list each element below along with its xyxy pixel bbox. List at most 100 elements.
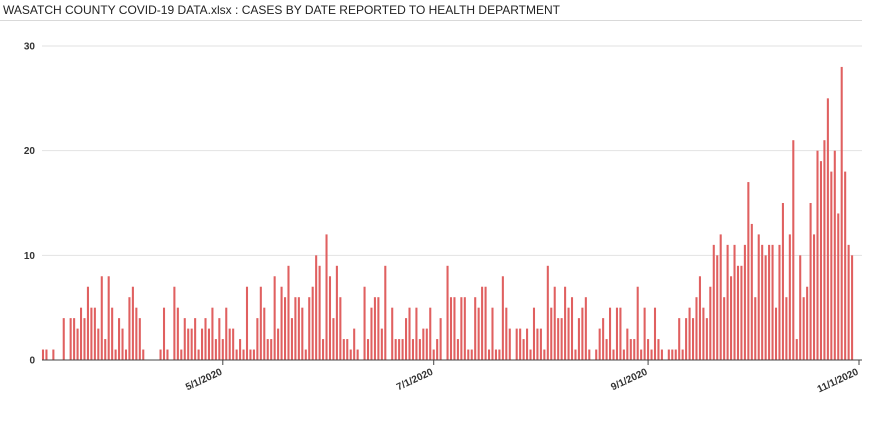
bar (574, 349, 577, 360)
bar (692, 318, 695, 360)
bar (52, 349, 55, 360)
bar (405, 318, 408, 360)
bar (83, 318, 86, 360)
bar (266, 339, 269, 360)
bar (453, 297, 456, 360)
bar (176, 307, 179, 360)
bar (837, 213, 840, 360)
bar (536, 328, 539, 360)
bar (439, 318, 442, 360)
bar (377, 297, 380, 360)
bar (785, 297, 788, 360)
bar (633, 339, 636, 360)
header-divider (0, 20, 862, 21)
bar (757, 234, 760, 360)
bar (643, 307, 646, 360)
y-tick-label: 20 (24, 146, 36, 157)
bar (415, 307, 418, 360)
bar (712, 244, 715, 360)
bar (128, 297, 131, 360)
bar (356, 349, 359, 360)
bar (570, 297, 574, 360)
bar (688, 307, 691, 360)
bar (605, 339, 608, 360)
bar (833, 150, 836, 360)
bar (640, 349, 643, 360)
bar (564, 286, 567, 360)
bar (467, 349, 470, 360)
bar (41, 349, 45, 360)
bar (577, 318, 580, 360)
bar (463, 297, 466, 360)
bar (622, 349, 625, 360)
bar (730, 276, 733, 360)
bar (529, 349, 532, 360)
bar (287, 265, 290, 360)
bar (370, 307, 373, 360)
bar (211, 307, 214, 360)
bar (97, 328, 100, 360)
bars (41, 66, 854, 361)
y-tick-label: 30 (24, 42, 36, 53)
bar (398, 339, 401, 360)
bar (678, 318, 681, 360)
bar (228, 328, 231, 360)
bar (768, 244, 771, 360)
bar (332, 318, 335, 360)
bar (615, 307, 618, 360)
bar (190, 328, 193, 360)
bar (277, 328, 280, 360)
bar (650, 349, 653, 360)
bar (245, 286, 249, 360)
bar (609, 307, 612, 360)
bar (73, 318, 76, 360)
bar (162, 307, 166, 360)
bar (743, 244, 746, 360)
bar (121, 328, 124, 360)
bar (349, 349, 352, 360)
bar (118, 318, 121, 360)
bar (501, 276, 504, 360)
bar (543, 349, 546, 360)
bar (667, 349, 670, 360)
bar (131, 286, 134, 360)
bar (488, 349, 491, 360)
bar (183, 318, 186, 360)
bar (239, 339, 242, 360)
bar (373, 297, 376, 360)
bar (481, 286, 484, 360)
bar (249, 349, 252, 360)
bar (792, 140, 795, 360)
bar (135, 307, 138, 360)
x-tick-label: 9/1/2020 (609, 367, 649, 394)
bar (194, 318, 197, 360)
bar (297, 297, 300, 360)
bar (391, 307, 394, 360)
bar (166, 349, 169, 360)
bar (252, 349, 255, 360)
bar (221, 339, 224, 360)
x-tick-label: 5/1/2020 (184, 367, 224, 394)
bar (526, 328, 529, 360)
bar (339, 297, 342, 360)
bar (290, 318, 293, 360)
bar (422, 328, 425, 360)
bar (806, 286, 809, 360)
bar (702, 307, 705, 360)
bar (519, 328, 522, 360)
bar (380, 328, 383, 360)
bar (100, 276, 103, 360)
bar (799, 255, 802, 360)
bar (311, 286, 314, 360)
bar (560, 318, 563, 360)
bar (750, 223, 753, 360)
bar (218, 318, 221, 360)
bar (494, 349, 497, 360)
bar (809, 203, 812, 360)
bar (723, 297, 726, 360)
bar (111, 307, 114, 360)
bar (90, 307, 93, 360)
bar (539, 328, 542, 360)
bar (366, 339, 370, 360)
bar (515, 328, 518, 360)
